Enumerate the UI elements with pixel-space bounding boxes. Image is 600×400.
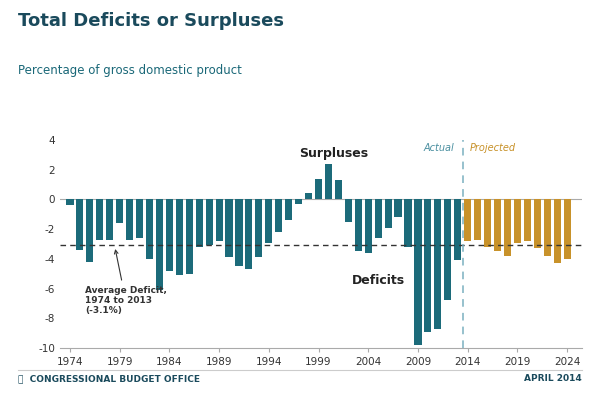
Text: Actual: Actual [424,143,455,153]
Bar [533,200,541,248]
Bar [514,200,521,242]
Bar [106,200,113,240]
Bar [365,200,372,253]
Bar [295,200,302,204]
Bar [185,200,193,274]
Bar [126,200,133,240]
Bar [86,200,94,262]
Bar [494,200,501,252]
Bar [275,200,283,232]
Bar [434,200,442,329]
Bar [255,200,262,257]
Text: Ⓜ  CONGRESSIONAL BUDGET OFFICE: Ⓜ CONGRESSIONAL BUDGET OFFICE [18,374,200,383]
Text: Percentage of gross domestic product: Percentage of gross domestic product [18,64,242,77]
Text: Deficits: Deficits [352,274,405,287]
Bar [235,200,242,266]
Bar [116,200,123,223]
Bar [424,200,431,332]
Bar [245,200,253,269]
Bar [325,164,332,200]
Bar [404,200,412,247]
Bar [196,200,203,247]
Bar [355,200,362,252]
Bar [335,180,342,200]
Bar [464,200,471,241]
Bar [474,200,481,240]
Bar [215,200,223,241]
Bar [504,200,511,256]
Bar [265,200,272,242]
Bar [67,200,74,205]
Bar [226,200,233,257]
Bar [166,200,173,271]
Bar [315,179,322,200]
Bar [524,200,531,241]
Text: Projected: Projected [470,143,516,153]
Bar [484,200,491,247]
Bar [563,200,571,259]
Bar [374,200,382,238]
Bar [285,200,292,220]
Bar [554,200,561,263]
Bar [176,200,183,275]
Bar [544,200,551,256]
Text: Surpluses: Surpluses [299,147,368,160]
Bar [146,200,153,259]
Bar [136,200,143,238]
Bar [96,200,103,240]
Bar [394,200,401,217]
Bar [415,200,422,345]
Bar [76,200,83,250]
Bar [385,200,392,228]
Text: Average Deficit,
1974 to 2013
(-3.1%): Average Deficit, 1974 to 2013 (-3.1%) [85,250,167,315]
Bar [305,194,312,200]
Bar [345,200,352,222]
Text: Total Deficits or Surpluses: Total Deficits or Surpluses [18,12,284,30]
Bar [454,200,461,260]
Bar [156,200,163,290]
Bar [444,200,451,300]
Text: APRIL 2014: APRIL 2014 [524,374,582,383]
Bar [206,200,213,246]
